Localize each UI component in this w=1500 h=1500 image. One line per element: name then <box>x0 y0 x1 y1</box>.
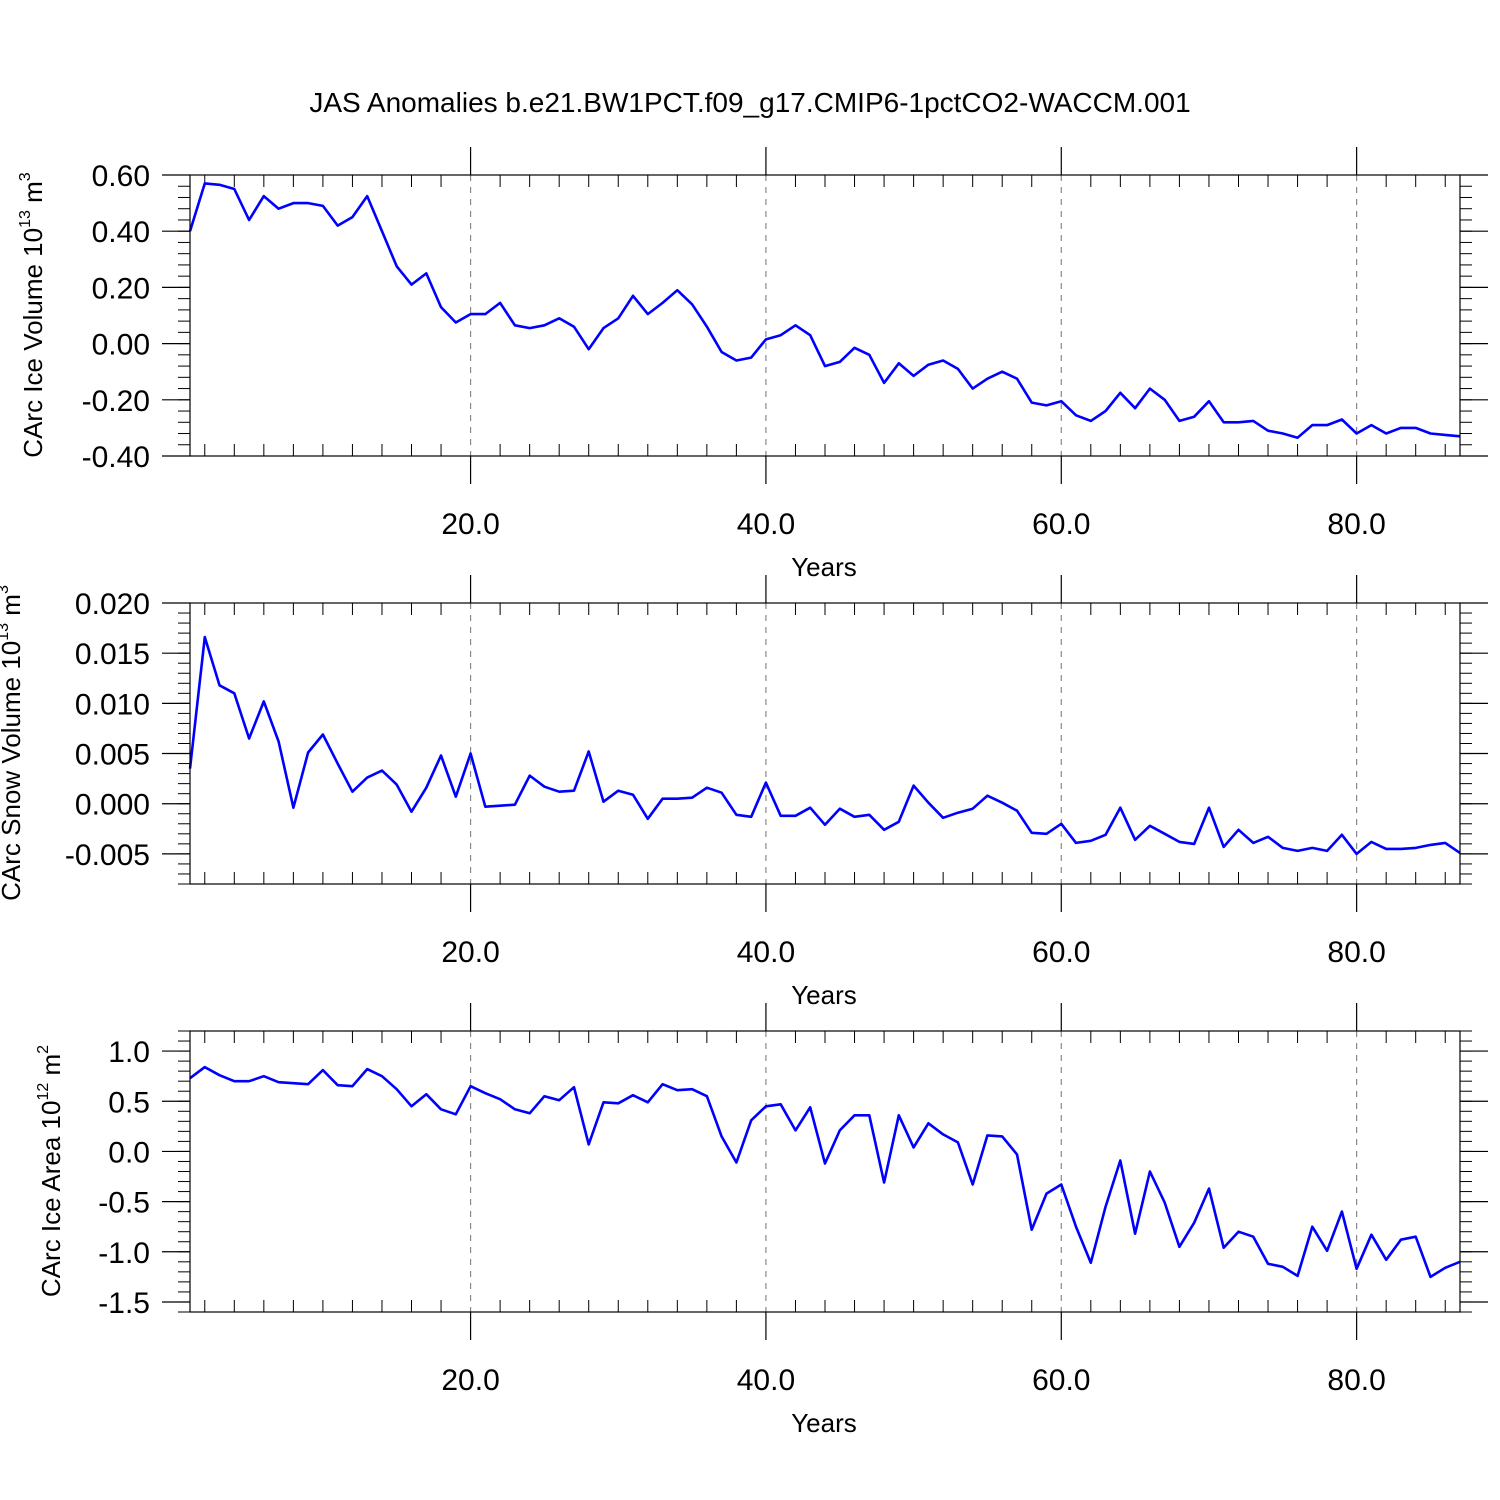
xlabel-snow-volume: Years <box>791 980 857 1010</box>
x-tick-label: 40.0 <box>737 508 795 541</box>
plot-frame <box>189 602 1461 885</box>
y-tick-label: -1.0 <box>98 1237 150 1270</box>
data-line <box>189 1065 1461 1279</box>
ylabel-ice-volume: CArc Ice Volume 1013 m3 <box>17 172 48 457</box>
x-tick-label: 80.0 <box>1327 936 1385 969</box>
y-tick-label: 0.5 <box>108 1086 150 1119</box>
panel-ice-volume: CArc Ice Volume 1013 m3 Years 20.0 40.0 60… <box>17 147 1488 582</box>
y-tick-label: -1.5 <box>98 1287 150 1320</box>
y-tick-label: 0.0 <box>108 1136 150 1169</box>
y-tick-label: 1.0 <box>108 1036 150 1069</box>
x-tick-label: 20.0 <box>441 1364 499 1397</box>
y-tick-label: -0.20 <box>82 385 150 418</box>
y-tick-label: 0.020 <box>75 588 150 621</box>
xlabel-ice-area: Years <box>791 1408 857 1438</box>
y-tick-label: 0.20 <box>92 272 150 305</box>
y-tick-label: 0.000 <box>75 789 150 822</box>
x-tick-label: 60.0 <box>1032 508 1090 541</box>
panel-snow-volume: CArc Snow Volume 1013 m3 Years 20.0 40.0 6… <box>0 575 1488 1010</box>
y-tick-label: 0.010 <box>75 688 150 721</box>
y-tick-label: 0.005 <box>75 739 150 772</box>
x-tick-label: 40.0 <box>737 1364 795 1397</box>
x-tick-label: 20.0 <box>441 508 499 541</box>
y-tick-label: 0.015 <box>75 638 150 671</box>
xlabel-ice-volume: Years <box>791 552 857 582</box>
x-tick-label: 40.0 <box>737 936 795 969</box>
x-tick-label: 60.0 <box>1032 936 1090 969</box>
data-line <box>188 182 1461 440</box>
y-tick-label: 0.00 <box>92 329 150 362</box>
plot-frame <box>189 1030 1461 1313</box>
y-tick-label: -0.5 <box>98 1187 150 1220</box>
ylabel-ice-area: CArc Ice Area 1012 m2 <box>35 1045 66 1297</box>
chart-title: JAS Anomalies b.e21.BW1PCT.f09_g17.CMIP6… <box>309 87 1190 118</box>
plot-frame <box>189 174 1461 457</box>
y-tick-label: -0.005 <box>65 839 150 872</box>
y-tick-label: 0.40 <box>92 216 150 249</box>
x-tick-label: 80.0 <box>1327 508 1385 541</box>
panel-ice-area: CArc Ice Area 1012 m2 Years 20.0 40.0 60.0… <box>35 1003 1488 1438</box>
y-tick-label: -0.40 <box>82 441 150 474</box>
x-tick-label: 60.0 <box>1032 1364 1090 1397</box>
data-line <box>188 635 1461 856</box>
y-tick-label: 0.60 <box>92 160 150 193</box>
x-tick-label: 80.0 <box>1327 1364 1385 1397</box>
ylabel-snow-volume: CArc Snow Volume 1013 m3 <box>0 585 26 901</box>
x-tick-label: 20.0 <box>441 936 499 969</box>
